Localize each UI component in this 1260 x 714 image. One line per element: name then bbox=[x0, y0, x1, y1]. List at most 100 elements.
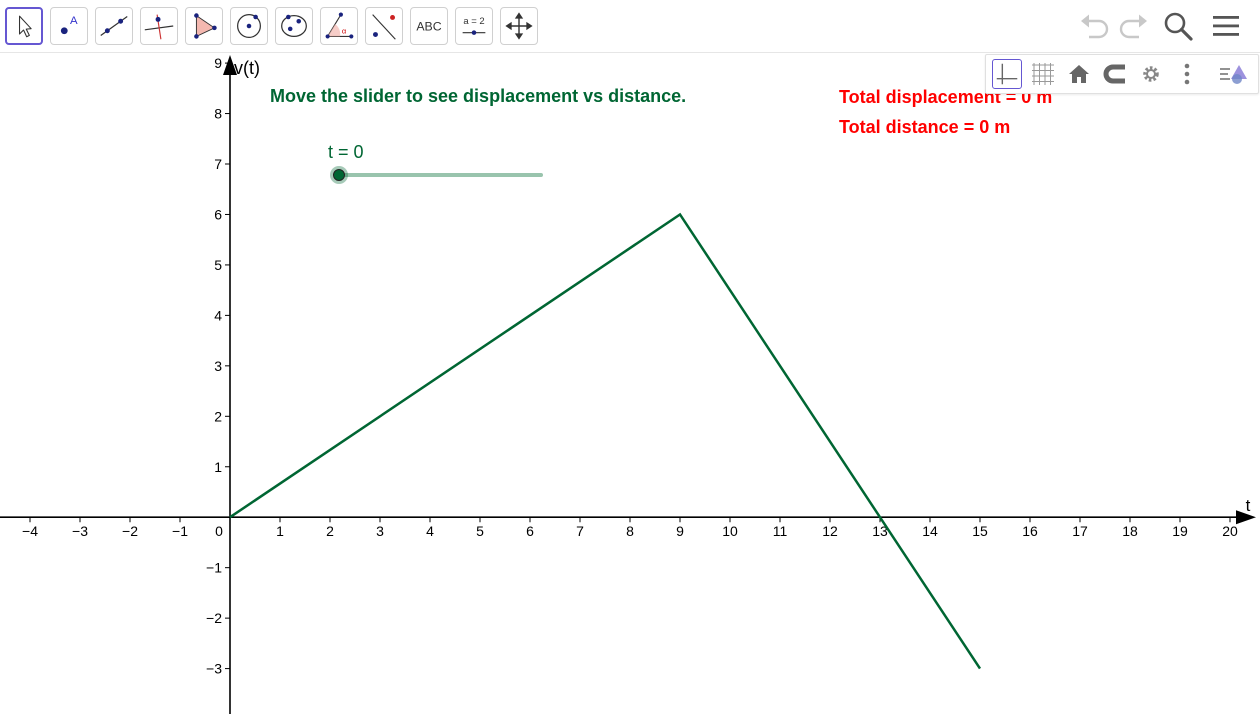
pointer-arrow-icon bbox=[18, 15, 32, 38]
grid-icon bbox=[1032, 63, 1054, 85]
y-axis-label: v(t) bbox=[234, 58, 260, 78]
x-tick-label: −4 bbox=[22, 523, 38, 539]
y-tick-label: 6 bbox=[214, 206, 222, 222]
x-tick-label: 5 bbox=[476, 523, 484, 539]
axes: −4 −3 −2 −1 0 1 2 3 4 5 6 7 8 9 10 11 12 13 14 15 16 17 18 19 20… bbox=[0, 55, 1256, 714]
x-tick-label: 13 bbox=[872, 523, 888, 539]
y-tick-label: 2 bbox=[214, 408, 222, 424]
x-tick-label: 16 bbox=[1022, 523, 1038, 539]
conic-tool[interactable] bbox=[275, 7, 313, 45]
more-options-button[interactable] bbox=[1172, 59, 1202, 89]
y-tick-label: −1 bbox=[206, 560, 222, 576]
perpendicular-line-tool[interactable] bbox=[140, 7, 178, 45]
line-tool[interactable] bbox=[95, 7, 133, 45]
function-graph bbox=[229, 212, 982, 670]
slider-icon: a = 2 bbox=[462, 16, 486, 35]
undo-icon bbox=[1081, 14, 1109, 39]
svg-text:ABC: ABC bbox=[416, 20, 441, 34]
x-tick-label: 2 bbox=[326, 523, 334, 539]
y-tick-label: 7 bbox=[214, 156, 222, 172]
x-axis-arrow bbox=[1236, 510, 1256, 525]
search-button[interactable] bbox=[1160, 8, 1196, 44]
move-tool[interactable] bbox=[5, 7, 43, 45]
instruction-text: Move the slider to see displacement vs d… bbox=[270, 86, 687, 106]
menu-icon bbox=[1213, 16, 1239, 36]
angle-tool[interactable]: α bbox=[320, 7, 358, 45]
point-tool[interactable]: A bbox=[50, 7, 88, 45]
redo-button[interactable] bbox=[1115, 8, 1151, 44]
x-tick-label: 3 bbox=[376, 523, 384, 539]
search-icon bbox=[1164, 12, 1193, 41]
perpendicular-line-icon bbox=[144, 14, 174, 40]
x-tick-label: 1 bbox=[276, 523, 284, 539]
series-line bbox=[229, 212, 982, 670]
y-tick-label: −3 bbox=[206, 661, 222, 677]
magnet-icon bbox=[1103, 64, 1125, 84]
x-tick-label: 9 bbox=[676, 523, 684, 539]
toolbar: A α ABC a = 2 bbox=[0, 0, 1260, 53]
show-grid-button[interactable] bbox=[1028, 59, 1058, 89]
svg-text:α: α bbox=[342, 27, 347, 36]
graphics-view[interactable]: −4 −3 −2 −1 0 1 2 3 4 5 6 7 8 9 10 11 12 13 14 15 16 17 18 19 20… bbox=[0, 53, 1260, 714]
home-icon bbox=[1069, 65, 1089, 83]
line-icon bbox=[100, 16, 128, 36]
svg-text:A: A bbox=[70, 15, 78, 27]
polygon-icon bbox=[194, 13, 217, 39]
slider-handle[interactable] bbox=[333, 169, 345, 181]
style-bar-toggle-icon bbox=[1220, 65, 1247, 84]
x-tick-label: 8 bbox=[626, 523, 634, 539]
graphics-style-bar bbox=[985, 54, 1259, 94]
x-tick-label: 12 bbox=[822, 523, 838, 539]
undo-button[interactable] bbox=[1077, 8, 1113, 44]
y-tick-label: 4 bbox=[214, 307, 222, 323]
standard-view-button[interactable] bbox=[1064, 59, 1094, 89]
graphics-settings-button[interactable] bbox=[1136, 59, 1166, 89]
x-tick-label: 19 bbox=[1172, 523, 1188, 539]
y-tick-label: −2 bbox=[206, 610, 222, 626]
x-tick-label: 4 bbox=[426, 523, 434, 539]
axes-icon bbox=[996, 63, 1018, 85]
reflect-about-line-icon bbox=[372, 14, 396, 40]
x-tick-label: 10 bbox=[722, 523, 738, 539]
x-tick-label: −1 bbox=[172, 523, 188, 539]
move-arrows-icon bbox=[505, 12, 533, 40]
y-tick-label: 9 bbox=[214, 55, 222, 71]
point-icon: A bbox=[60, 15, 78, 35]
x-tick-label: 7 bbox=[576, 523, 584, 539]
y-tick-label: 5 bbox=[214, 257, 222, 273]
x-tick-label: 15 bbox=[972, 523, 988, 539]
reflect-tool[interactable] bbox=[365, 7, 403, 45]
main-menu-button[interactable] bbox=[1208, 8, 1244, 44]
y-tick-label: 8 bbox=[214, 106, 222, 122]
slider-t[interactable] bbox=[330, 166, 543, 184]
angle-icon: α bbox=[325, 12, 354, 39]
polygon-tool[interactable] bbox=[185, 7, 223, 45]
show-axes-button[interactable] bbox=[992, 59, 1022, 89]
x-tick-label: 14 bbox=[922, 523, 938, 539]
x-tick-label: −3 bbox=[72, 523, 88, 539]
x-axis-label: t bbox=[1246, 496, 1251, 515]
x-tick-label: 20 bbox=[1222, 523, 1238, 539]
total-distance-text: Total distance = 0 m bbox=[839, 117, 1011, 137]
gear-icon bbox=[1143, 66, 1159, 82]
move-graphics-view-tool[interactable] bbox=[500, 7, 538, 45]
y-tick-label: 3 bbox=[214, 358, 222, 374]
slider-tool[interactable]: a = 2 bbox=[455, 7, 493, 45]
more-vertical-icon bbox=[1184, 63, 1190, 85]
svg-text:a = 2: a = 2 bbox=[463, 16, 484, 27]
x-tick-label: 11 bbox=[773, 523, 788, 539]
text-icon: ABC bbox=[416, 20, 441, 34]
y-axis-arrow bbox=[223, 55, 237, 75]
text-tool[interactable]: ABC bbox=[410, 7, 448, 45]
x-tick-label: 0 bbox=[215, 523, 223, 539]
redo-icon bbox=[1119, 14, 1147, 39]
y-tick-label: 1 bbox=[214, 459, 222, 475]
toggle-style-bar-button[interactable] bbox=[1218, 59, 1248, 89]
x-tick-label: −2 bbox=[122, 523, 138, 539]
x-tick-label: 6 bbox=[526, 523, 534, 539]
ellipse-icon bbox=[281, 14, 307, 38]
slider-label: t = 0 bbox=[328, 142, 364, 162]
circle-tool[interactable] bbox=[230, 7, 268, 45]
circle-center-point-icon bbox=[237, 14, 261, 38]
point-capturing-button[interactable] bbox=[1100, 59, 1130, 89]
